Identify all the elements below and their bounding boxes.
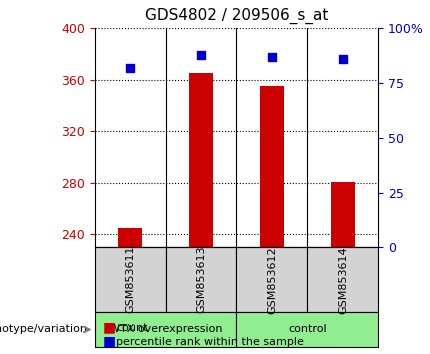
Point [126, 65, 133, 70]
Text: ■: ■ [103, 320, 117, 335]
Text: GSM853614: GSM853614 [338, 246, 348, 314]
FancyBboxPatch shape [166, 247, 237, 312]
Bar [331, 182, 355, 247]
FancyBboxPatch shape [307, 247, 378, 312]
Point [339, 56, 346, 62]
Point [268, 54, 275, 59]
Text: GSM853611: GSM853611 [125, 246, 135, 313]
FancyBboxPatch shape [95, 312, 237, 347]
Text: percentile rank within the sample: percentile rank within the sample [116, 337, 304, 347]
Text: GSM853613: GSM853613 [196, 246, 206, 313]
Bar [118, 228, 142, 247]
Point [197, 52, 204, 57]
Text: genotype/variation: genotype/variation [0, 325, 88, 335]
FancyBboxPatch shape [237, 312, 378, 347]
Text: GSM853612: GSM853612 [267, 246, 277, 314]
Bar [260, 86, 284, 247]
Text: control: control [288, 325, 327, 335]
FancyBboxPatch shape [237, 247, 307, 312]
Text: WTX overexpression: WTX overexpression [109, 325, 222, 335]
Text: ■: ■ [103, 335, 117, 349]
Bar [189, 73, 213, 247]
FancyBboxPatch shape [95, 247, 166, 312]
Title: GDS4802 / 209506_s_at: GDS4802 / 209506_s_at [145, 8, 328, 24]
Text: count: count [116, 323, 147, 333]
